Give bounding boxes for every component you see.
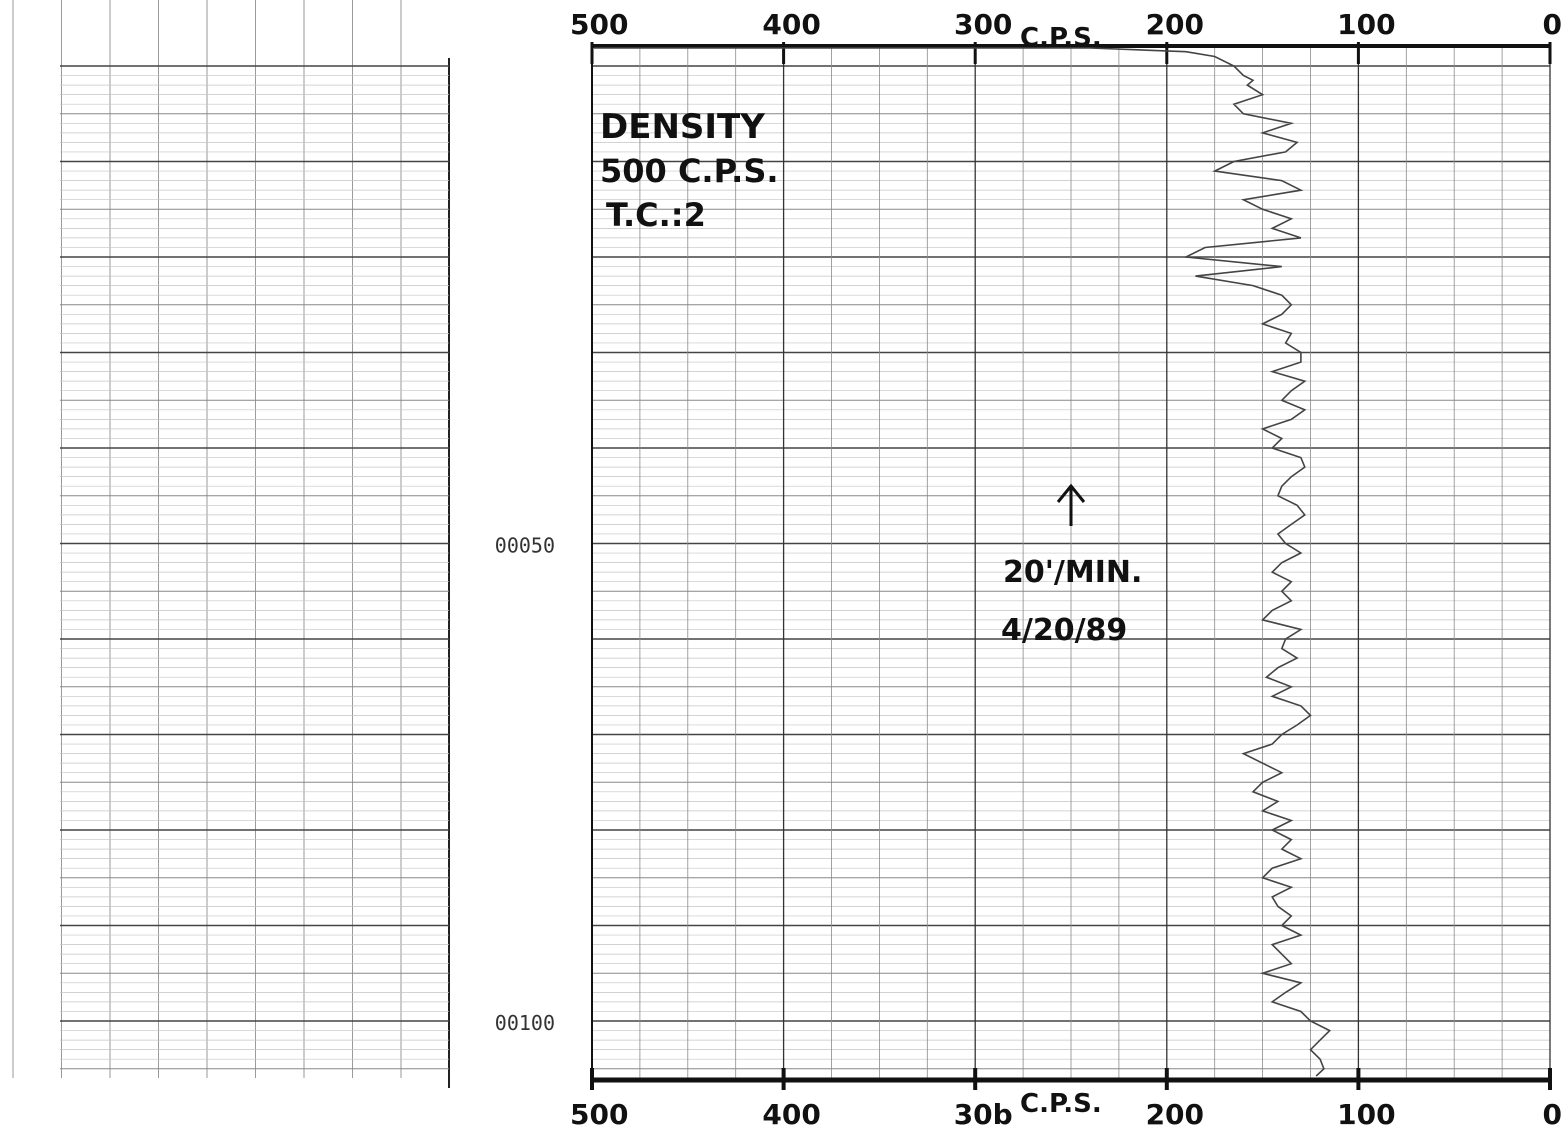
annotation-logging-speed: 20'/MIN. [1003, 555, 1142, 590]
left-track-grid [12, 0, 450, 1088]
bottom-tick-label: 200 [1146, 1098, 1204, 1131]
bottom-tick-label: 400 [762, 1098, 820, 1131]
density-curve-layer [593, 47, 1332, 1077]
x-axis-label-top: C.P.S. [1020, 23, 1102, 53]
annotation-date: 4/20/89 [1001, 613, 1127, 648]
logging-direction-arrow [1056, 483, 1086, 526]
depth-label: 00100 [495, 1011, 555, 1035]
depth-label: 00050 [495, 534, 555, 558]
annotation-500-cps: 500 C.P.S. [600, 152, 779, 190]
bottom-tick-label: 30b [954, 1098, 1013, 1131]
annotation-density: DENSITY [600, 107, 765, 147]
density-curve [593, 47, 1332, 1077]
density-track-grid [591, 46, 1551, 1080]
top-tick-label: 200 [1146, 8, 1204, 41]
top-tick-label: 500 [570, 8, 628, 41]
annotation-tc: T.C.:2 [606, 196, 706, 234]
bottom-tick-label: 500 [570, 1098, 628, 1131]
depth-labels: 00050 00100 [495, 534, 555, 1036]
top-tick-label: 300 [954, 8, 1012, 41]
top-tick-label: 0 [1543, 8, 1562, 41]
bottom-tick-label: 0 [1543, 1098, 1562, 1131]
tick-labels: 500 500 400 400 300 30b 200 200 100 100 0 0 [570, 8, 1562, 1131]
top-tick-label: 100 [1337, 8, 1395, 41]
x-axis-label-bottom: C.P.S. [1020, 1089, 1102, 1119]
axes [590, 42, 1552, 1090]
top-tick-label: 400 [762, 8, 820, 41]
bottom-tick-label: 100 [1337, 1098, 1395, 1131]
